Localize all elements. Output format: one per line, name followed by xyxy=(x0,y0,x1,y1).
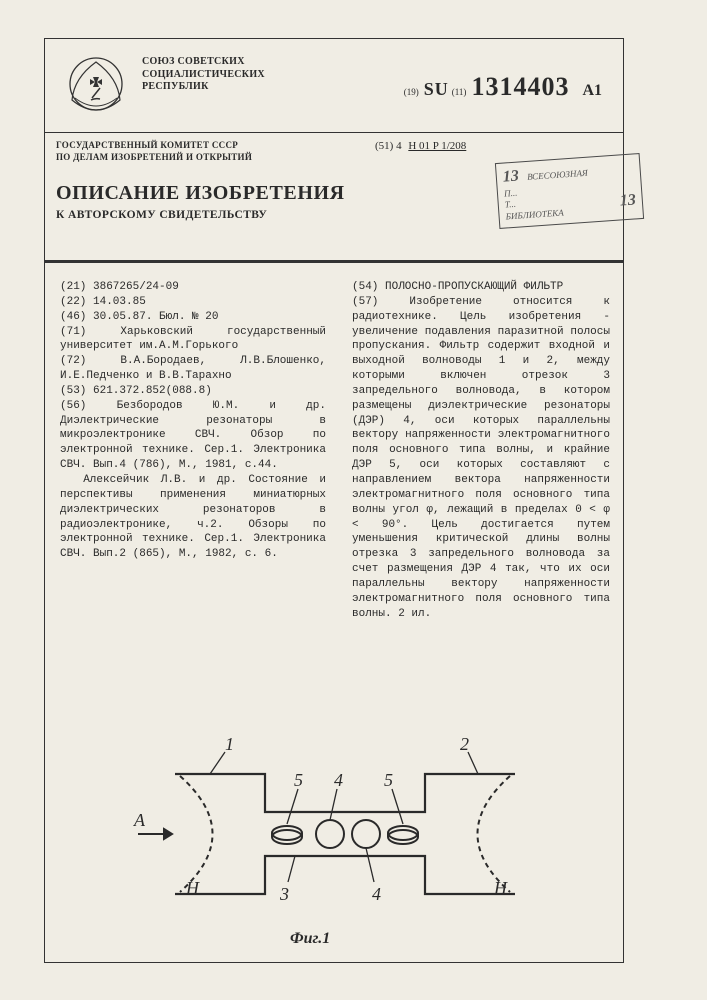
figure-caption: Фиг.1 xyxy=(290,930,330,948)
stamp-line-3: Т... xyxy=(504,199,516,210)
stamp-line-2: П... xyxy=(504,187,518,198)
stamp-line-1: ВСЕСОЮЗНАЯ xyxy=(527,168,588,182)
divider-thick xyxy=(44,260,624,263)
ipc-code: H 01 P 1/208 xyxy=(408,140,466,152)
fig-label-A: A xyxy=(133,810,146,830)
pub-number: 1314403 xyxy=(471,72,569,101)
stamp-num-left: 13 xyxy=(502,168,519,186)
fig-label-1: 1 xyxy=(225,734,234,754)
committee-text: ГОСУДАРСТВЕННЫЙ КОМИТЕТ СССРПО ДЕЛАМ ИЗО… xyxy=(56,140,252,163)
ipc-classification: (51) 4 H 01 P 1/208 xyxy=(375,140,466,152)
page: СОЮЗ СОВЕТСКИХСОЦИАЛИСТИЧЕСКИХРЕСПУБЛИК … xyxy=(0,0,707,1000)
fig-label-4b: 4 xyxy=(372,884,381,904)
title-main: ОПИСАНИЕ ИЗОБРЕТЕНИЯ xyxy=(56,182,345,205)
stamp-line-4: БИБЛИОТЕКА xyxy=(505,208,564,222)
stamp-num-right: 13 xyxy=(619,191,636,213)
fig-label-3: 3 xyxy=(279,884,289,904)
fig-label-4a: 4 xyxy=(334,770,343,790)
code-prefix-19: (19) xyxy=(404,87,419,97)
figure-1: 1 2 5 5 4 4 3 A H H xyxy=(120,734,550,934)
title-block: ОПИСАНИЕ ИЗОБРЕТЕНИЯ К АВТОРСКОМУ СВИДЕТ… xyxy=(56,182,345,221)
fig-label-H2: H xyxy=(493,878,508,898)
ussr-emblem-icon xyxy=(60,50,132,124)
fig-label-2: 2 xyxy=(460,734,469,754)
pub-suffix: A1 xyxy=(582,82,602,99)
code-su: SU xyxy=(424,79,449,99)
divider-top xyxy=(44,132,624,133)
union-title: СОЮЗ СОВЕТСКИХСОЦИАЛИСТИЧЕСКИХРЕСПУБЛИК xyxy=(142,56,265,94)
title-sub: К АВТОРСКОМУ СВИДЕТЕЛЬСТВУ xyxy=(56,209,345,221)
fig-label-H1: H xyxy=(185,878,200,898)
right-column: (54) ПОЛОСНО-ПРОПУСКАЮЩИЙ ФИЛЬТР(57) Изо… xyxy=(352,280,610,621)
code-prefix-11: (11) xyxy=(452,87,467,97)
library-stamp: 13 ВСЕСОЮЗНАЯ П... Т... 13 БИБЛИОТЕКА xyxy=(495,153,644,229)
fig-label-5a: 5 xyxy=(294,770,303,790)
publication-code: (19) SU (11) 1314403 A1 xyxy=(404,72,602,102)
fig-label-5b: 5 xyxy=(384,770,393,790)
ipc-prefix: (51) 4 xyxy=(375,140,402,152)
left-column: (21) 3867265/24-09(22) 14.03.85(46) 30.0… xyxy=(60,280,326,562)
